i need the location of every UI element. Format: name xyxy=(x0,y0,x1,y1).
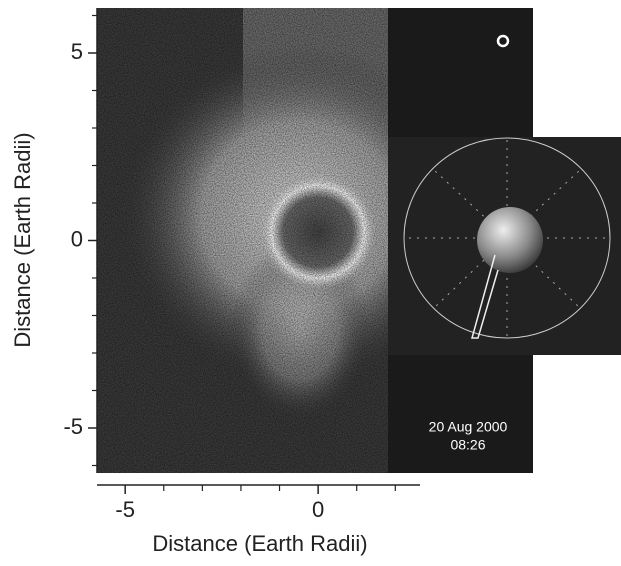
y-tick-label: -5 xyxy=(63,414,83,439)
y-tick-label: 5 xyxy=(71,39,83,64)
x-axis-label: Distance (Earth Radii) xyxy=(152,531,367,556)
annotation: 20 Aug 2000 xyxy=(429,419,508,435)
x-tick-label: -5 xyxy=(115,497,135,522)
annotation: 08:26 xyxy=(450,437,485,453)
image xyxy=(97,8,621,473)
y-axis-label: Distance (Earth Radii) xyxy=(10,132,35,347)
y-tick-label: 0 xyxy=(71,226,83,251)
x-tick-label: 0 xyxy=(312,497,324,522)
